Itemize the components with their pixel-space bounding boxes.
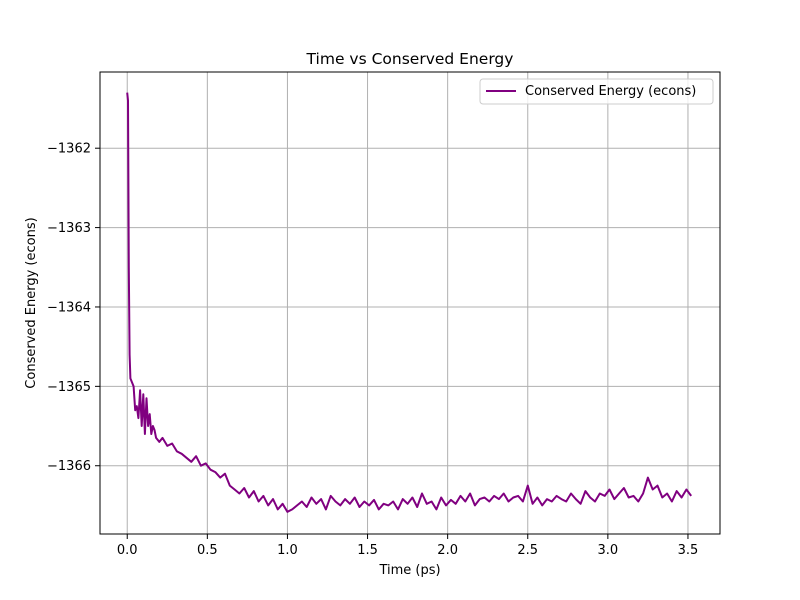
y-axis-label: Conserved Energy (econs) — [24, 217, 39, 388]
x-tick-label: 3.5 — [678, 543, 699, 558]
series-line — [126, 92, 693, 513]
x-tick-label: 1.5 — [357, 543, 378, 558]
x-tick-label: 3.0 — [598, 543, 619, 558]
x-axis-ticks: 0.0 0.5 1.0 1.5 2.0 2.5 3.0 3.5 — [117, 534, 698, 558]
x-tick-label: 2.0 — [437, 543, 458, 558]
legend-box — [479, 78, 714, 105]
y-tick-label: −1365 — [47, 380, 91, 395]
legend-label: Conserved Energy (econs) — [525, 84, 696, 99]
series-layer — [126, 92, 693, 513]
y-tick-label: −1364 — [47, 300, 91, 315]
x-tick-label: 2.5 — [517, 543, 538, 558]
y-tick-label: −1366 — [47, 459, 91, 474]
y-tick-label: −1362 — [47, 142, 91, 157]
y-tick-label: −1363 — [47, 221, 91, 236]
chart-title: Time vs Conserved Energy — [306, 50, 514, 68]
y-axis-ticks: −1362 −1363 −1364 −1365 −1366 — [47, 142, 100, 474]
x-tick-label: 0.0 — [117, 543, 138, 558]
legend: Conserved Energy (econs) — [479, 78, 714, 105]
plot-frame — [99, 71, 721, 535]
x-axis-label: Time (ps) — [378, 563, 440, 578]
grid — [100, 72, 720, 534]
x-tick-label: 1.0 — [277, 543, 298, 558]
x-tick-label: 0.5 — [197, 543, 218, 558]
